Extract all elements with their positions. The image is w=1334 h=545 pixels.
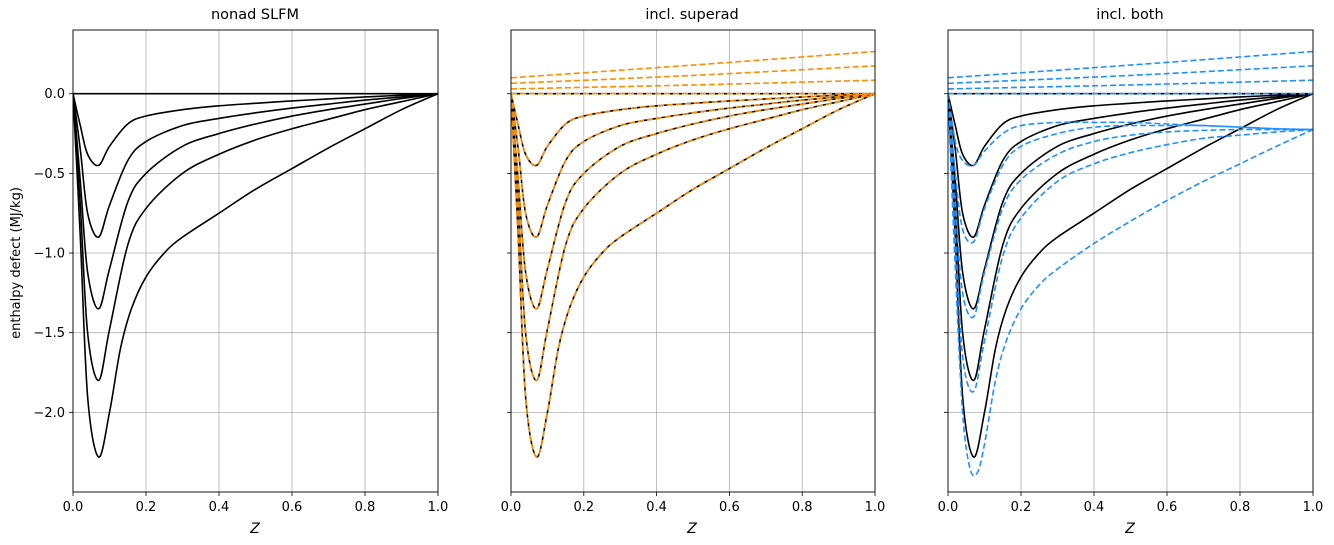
dashed-series-line bbox=[511, 92, 875, 382]
dashed-series-line bbox=[948, 93, 1313, 319]
solid-series-line bbox=[511, 92, 875, 458]
dashed-series-line bbox=[948, 93, 1313, 244]
ticks: 0.0 0.2 0.4 0.6 0.8 1.0 bbox=[938, 93, 1324, 515]
x-tick-label: 1.0 bbox=[865, 500, 886, 515]
axes-frame bbox=[72, 29, 439, 493]
dashed-series-line bbox=[948, 79, 1313, 90]
ticks: 0.0 0.2 0.4 0.6 0.8 1.0 0.0 −0.5 −1.0 −1.5 −2.0 bbox=[33, 87, 448, 515]
x-tick-label: 0.0 bbox=[501, 500, 522, 515]
grid bbox=[510, 30, 876, 492]
dashed-series-line bbox=[511, 92, 875, 167]
dashed-series-line bbox=[511, 65, 875, 85]
x-tick-label: 0.0 bbox=[938, 500, 959, 515]
x-tick-label: 0.8 bbox=[792, 500, 813, 515]
panel-xlabel: Z bbox=[249, 521, 260, 537]
dashed-series-line bbox=[511, 50, 875, 79]
ticks: 0.0 0.2 0.4 0.6 0.8 1.0 bbox=[501, 93, 886, 515]
panel-incl-both: incl. both Z 0.0 0.2 0.4 0.6 0.8 1.0 bbox=[938, 7, 1324, 537]
series-group bbox=[948, 50, 1313, 477]
panel-xlabel: Z bbox=[1124, 521, 1135, 537]
x-tick-label: 0.6 bbox=[1157, 500, 1178, 515]
solid-series-line bbox=[73, 92, 438, 382]
y-tick-label: −1.0 bbox=[33, 247, 65, 262]
panel-nonad-slfm: nonad SLFM Z 0.0 0.2 0.4 0.6 0.8 1.0 0.0 −0.5 −1… bbox=[33, 7, 448, 537]
x-tick-label: 0.4 bbox=[646, 500, 667, 515]
y-tick-label: 0.0 bbox=[44, 87, 65, 102]
panel-title: incl. superad bbox=[645, 7, 738, 23]
solid-series-line bbox=[511, 92, 875, 238]
solid-series-line bbox=[73, 92, 438, 167]
panel-incl-superad: incl. superad Z 0.0 0.2 0.4 0.6 0.8 1.0 bbox=[501, 7, 886, 537]
solid-series-line bbox=[948, 92, 1313, 238]
x-tick-label: 0.2 bbox=[1011, 500, 1032, 515]
x-tick-label: 0.8 bbox=[355, 500, 376, 515]
series-group bbox=[73, 92, 438, 458]
solid-series-line bbox=[73, 92, 438, 238]
dashed-series-line bbox=[511, 92, 875, 238]
x-tick-label: 1.0 bbox=[428, 500, 449, 515]
solid-series-line bbox=[948, 92, 1313, 458]
x-tick-label: 1.0 bbox=[1303, 500, 1324, 515]
x-tick-label: 0.6 bbox=[282, 500, 303, 515]
panel-title: incl. both bbox=[1096, 7, 1163, 23]
x-tick-label: 0.2 bbox=[573, 500, 594, 515]
x-tick-label: 0.2 bbox=[136, 500, 157, 515]
y-tick-label: −2.0 bbox=[33, 406, 65, 421]
dashed-series-line bbox=[948, 93, 1313, 393]
dashed-series-line bbox=[511, 92, 875, 458]
axes-frame bbox=[947, 29, 1314, 493]
solid-series-line bbox=[73, 92, 438, 310]
solid-series-line bbox=[948, 92, 1313, 310]
grid bbox=[72, 30, 439, 492]
dashed-series-line bbox=[948, 50, 1313, 79]
x-tick-label: 0.4 bbox=[209, 500, 230, 515]
dashed-series-line bbox=[948, 65, 1313, 85]
figure-ylabel: enthalpy defect (MJ/kg) bbox=[9, 187, 24, 339]
x-tick-label: 0.8 bbox=[1230, 500, 1251, 515]
y-tick-label: −1.5 bbox=[33, 326, 65, 341]
y-tick-label: −0.5 bbox=[33, 167, 65, 182]
series-group bbox=[511, 50, 875, 458]
solid-series-line bbox=[511, 92, 875, 382]
grid bbox=[947, 30, 1314, 492]
axes-frame bbox=[510, 29, 876, 493]
dashed-series-line bbox=[948, 93, 1313, 167]
x-tick-label: 0.6 bbox=[719, 500, 740, 515]
x-tick-label: 0.4 bbox=[1084, 500, 1105, 515]
dashed-series-line bbox=[948, 93, 1313, 477]
solid-series-line bbox=[948, 92, 1313, 167]
dashed-series-line bbox=[511, 92, 875, 310]
panel-title: nonad SLFM bbox=[211, 7, 299, 23]
x-tick-label: 0.0 bbox=[63, 500, 84, 515]
dashed-series-line bbox=[511, 79, 875, 90]
solid-series-line bbox=[511, 92, 875, 167]
panel-xlabel: Z bbox=[686, 521, 697, 537]
solid-series-line bbox=[73, 92, 438, 458]
solid-series-line bbox=[948, 92, 1313, 382]
